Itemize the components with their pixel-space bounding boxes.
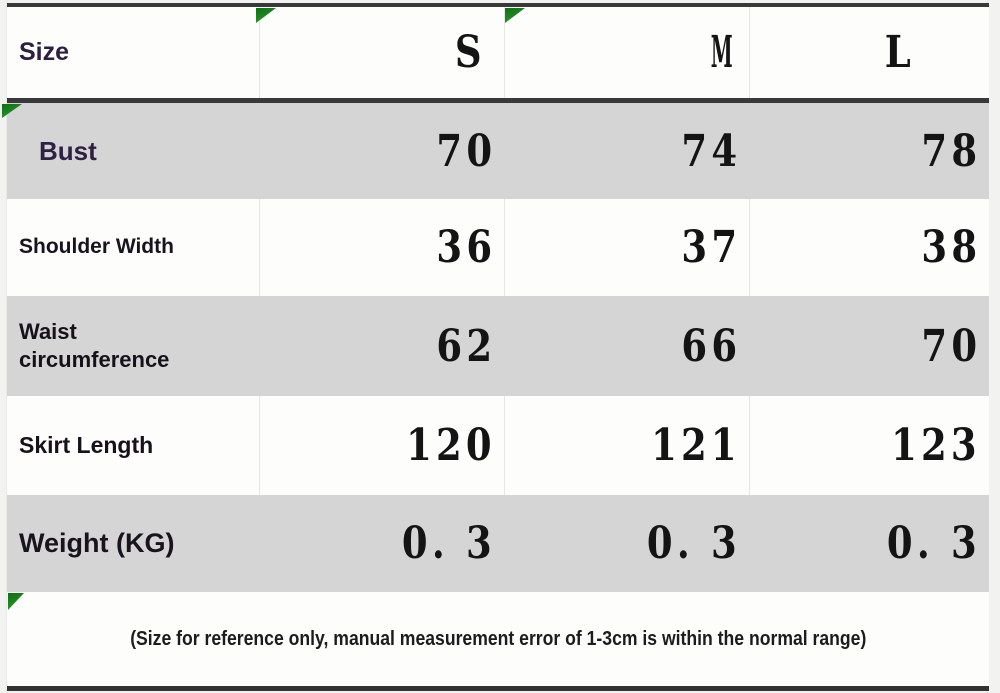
header-size-label-cell: Size (7, 37, 259, 68)
footnote-row: (Size for reference only, manual measure… (7, 592, 989, 686)
row-label-cell: Shoulder Width (7, 234, 259, 260)
cell-value: 123 (891, 420, 981, 471)
size-s-header: S (455, 27, 486, 78)
cell-value: 74 (681, 125, 741, 177)
row-label: Bust (39, 135, 97, 166)
cell-value: 0. 3 (402, 518, 496, 569)
cell-value: 70 (436, 125, 496, 177)
table-row-shoulder-width: Shoulder Width 36 37 38 (7, 199, 989, 296)
table-row-waist-circumference: Waist circumference 62 66 70 (7, 296, 989, 396)
row-label-cell: Bust (7, 135, 259, 168)
row-label: Weight (KG) (19, 527, 175, 558)
size-m-header: M (711, 27, 733, 78)
cell-value: 38 (921, 222, 981, 273)
header-size-l-cell: L (749, 7, 989, 98)
row-label-cell: Waist circumference (7, 318, 259, 374)
bottom-border-rule (7, 686, 989, 691)
row-label: Shoulder Width (19, 235, 174, 259)
size-column-header: Size (19, 37, 70, 66)
header-bottom-rule (7, 98, 989, 103)
cell-value: 37 (681, 222, 741, 273)
row-label: Skirt Length (19, 432, 154, 459)
row-label-cell: Weight (KG) (7, 527, 259, 561)
table-row-skirt-length: Skirt Length 120 121 123 (7, 396, 989, 495)
row-label: Waist circumference (19, 319, 170, 372)
cell-value: 120 (406, 420, 496, 471)
cell-value: 62 (436, 320, 496, 372)
size-l-header: L (884, 27, 915, 78)
cell-value: 36 (436, 222, 496, 273)
header-size-s-cell: S (259, 7, 504, 98)
cell-value: 121 (651, 420, 741, 471)
row-label-cell: Skirt Length (7, 431, 259, 460)
size-disclaimer-text: (Size for reference only, manual measure… (129, 627, 867, 650)
header-size-m-cell: M (504, 7, 749, 98)
size-chart-table: Size S M L Bust 70 74 78 Shoulder Width (6, 0, 989, 693)
table-row-bust: Bust 70 74 78 (7, 103, 989, 199)
cell-value: 78 (921, 125, 981, 177)
cell-value: 66 (681, 320, 741, 372)
cell-value: 0. 3 (887, 518, 981, 569)
top-border-rule (7, 3, 989, 7)
table-row-weight: Weight (KG) 0. 3 0. 3 0. 3 (7, 495, 989, 592)
cell-value: 70 (921, 320, 981, 372)
cell-value: 0. 3 (647, 518, 741, 569)
header-row: Size S M L (7, 7, 989, 98)
